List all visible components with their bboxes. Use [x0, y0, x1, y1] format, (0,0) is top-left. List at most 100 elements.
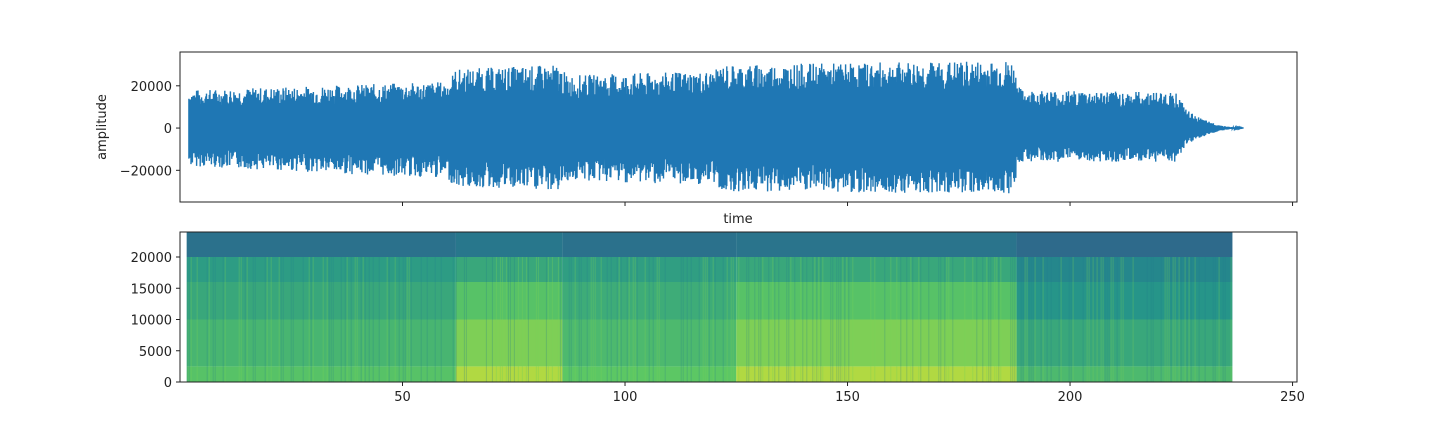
spectrogram-stripe [513, 257, 515, 382]
spectrogram-stripe [634, 257, 636, 382]
spectrogram-stripe [918, 257, 920, 382]
spectrogram-xtick-label: 250 [1280, 390, 1305, 405]
spectrogram-stripe [1172, 257, 1174, 382]
spectrogram-stripe [362, 257, 364, 382]
spectrogram-stripe [794, 257, 796, 382]
spectrogram-stripe [896, 257, 898, 382]
spectrogram-cell [455, 366, 563, 382]
spectrogram-stripe [354, 257, 356, 382]
spectrogram-plot-area [186, 232, 1233, 382]
spectrogram-stripe [244, 257, 246, 382]
spectrogram-stripe [594, 257, 596, 382]
waveform-ytick-label: 20000 [131, 80, 172, 95]
spectrogram-stripe [1110, 257, 1112, 382]
spectrogram-stripe [656, 257, 658, 382]
spectrogram-stripe [404, 257, 406, 382]
spectrogram-stripe [600, 257, 602, 382]
spectrogram-stripe [238, 257, 240, 382]
spectrogram-stripe [452, 257, 454, 382]
spectrogram-stripe [890, 257, 892, 382]
spectrogram-stripe [322, 257, 324, 382]
spectrogram-stripe [590, 257, 592, 382]
spectrogram-stripe [1082, 257, 1084, 382]
spectrogram-stripe [465, 257, 467, 382]
spectrogram-stripe [778, 257, 780, 382]
spectrogram-cell [455, 232, 563, 257]
spectrogram-stripe [1072, 257, 1074, 382]
spectrogram-stripe [545, 257, 547, 382]
spectrogram-stripe [712, 257, 714, 382]
spectrogram-stripe [386, 257, 388, 382]
spectrogram-stripe [1224, 257, 1226, 382]
spectrogram-stripe [1152, 257, 1154, 382]
spectrogram-stripe [1104, 257, 1106, 382]
spectrogram-stripe [1088, 257, 1090, 382]
spectrogram-stripe [852, 257, 854, 382]
spectrogram-stripe [1160, 257, 1162, 382]
spectrogram-stripe [1026, 257, 1028, 382]
spectrogram-stripe [551, 257, 553, 382]
spectrogram-stripe [574, 257, 576, 382]
spectrogram-stripe [952, 257, 954, 382]
spectrogram-stripe [1000, 257, 1002, 382]
spectrogram-stripe [1174, 257, 1176, 382]
spectrogram-stripe [1194, 257, 1196, 382]
spectrogram-stripe [290, 257, 292, 382]
spectrogram-stripe [1150, 257, 1152, 382]
spectrogram-stripe [788, 257, 790, 382]
spectrogram-stripe [559, 257, 561, 382]
waveform-axes: −20000 0 20000 amplitude time [95, 51, 1298, 227]
spectrogram-stripe [1204, 257, 1206, 382]
spectrogram-stripe [786, 257, 788, 382]
spectrogram-stripe [1164, 257, 1166, 382]
spectrogram-stripe [790, 257, 792, 382]
spectrogram-cell [736, 232, 1017, 257]
spectrogram-cell [736, 282, 1017, 320]
spectrogram-stripe [208, 257, 210, 382]
spectrogram-stripe [368, 257, 370, 382]
spectrogram-stripe [1112, 257, 1114, 382]
spectrogram-stripe [698, 257, 700, 382]
spectrogram-stripe [702, 257, 704, 382]
spectrogram-stripe [547, 257, 549, 382]
spectrogram-stripe [746, 257, 748, 382]
spectrogram-stripe [658, 257, 660, 382]
spectrogram-stripe [636, 257, 638, 382]
spectrogram-stripe [308, 257, 310, 382]
spectrogram-stripe [406, 257, 408, 382]
spectrogram-stripe [521, 257, 523, 382]
spectrogram-stripe [818, 257, 820, 382]
spectrogram-ytick-label: 15000 [131, 282, 172, 297]
spectrogram-stripe [570, 257, 572, 382]
spectrogram-cell [1016, 282, 1233, 320]
spectrogram-stripe [1168, 257, 1170, 382]
spectrogram-stripe [1032, 257, 1034, 382]
spectrogram-cell [736, 257, 1017, 282]
spectrogram-stripe [616, 257, 618, 382]
spectrogram-ytick-label: 10000 [131, 314, 172, 329]
spectrogram-stripe [1014, 257, 1016, 382]
spectrogram-stripe [800, 257, 802, 382]
spectrogram-stripe [310, 257, 312, 382]
spectrogram-stripe [507, 257, 509, 382]
spectrogram-stripe [1034, 257, 1036, 382]
spectrogram-stripe [816, 257, 818, 382]
spectrogram-stripe [578, 257, 580, 382]
spectrogram-stripe [222, 257, 224, 382]
spectrogram-stripe [212, 257, 214, 382]
spectrogram-stripe [1012, 257, 1014, 382]
waveform-x-ticks [402, 202, 1294, 206]
spectrogram-ytick-label: 5000 [139, 345, 172, 360]
spectrogram-stripe [509, 257, 511, 382]
spectrogram-stripe [982, 257, 984, 382]
spectrogram-stripe [606, 257, 608, 382]
spectrogram-stripe [812, 257, 814, 382]
waveform-axes-frame [179, 51, 1298, 203]
spectrogram-stripe [378, 257, 380, 382]
spectrogram-stripe [360, 257, 362, 382]
spectrogram-stripe [485, 257, 487, 382]
spectrogram-stripe [326, 257, 328, 382]
spectrogram-stripe [186, 257, 188, 382]
spectrogram-stripe [1010, 257, 1012, 382]
